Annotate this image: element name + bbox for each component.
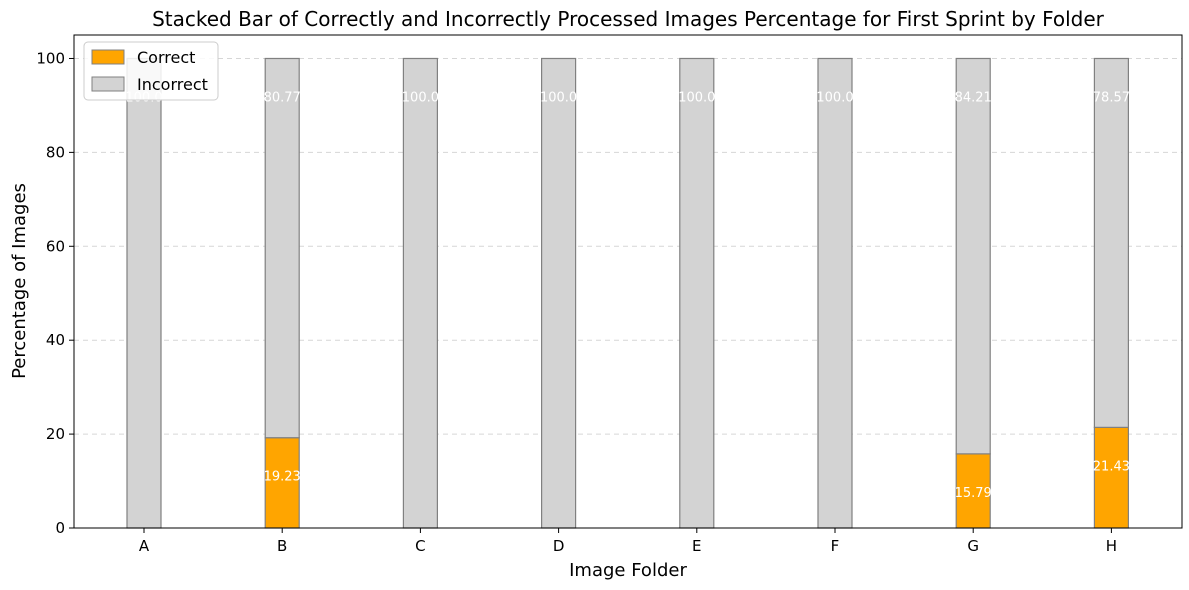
- y-axis-label: Percentage of Images: [9, 183, 30, 379]
- data-label-incorrect-e: 100.0: [678, 90, 715, 105]
- data-label-correct-g: 15.79: [955, 486, 992, 501]
- bar-incorrect-e: [679, 57, 715, 529]
- x-axis-ticks: A B C D E F G H: [139, 528, 1117, 555]
- y-tick-label: 80: [46, 143, 65, 161]
- bar-incorrect-g: [955, 57, 991, 455]
- x-tick-label: H: [1106, 537, 1117, 555]
- legend-label-correct: Correct: [137, 48, 195, 67]
- data-label-incorrect-f: 100.0: [816, 90, 853, 105]
- bar-correct-g: [955, 453, 991, 529]
- bars: [126, 57, 1130, 529]
- x-tick-label: F: [831, 537, 840, 555]
- bar-incorrect-d: [540, 57, 577, 529]
- x-tick-label: E: [692, 537, 701, 555]
- data-label-incorrect-d: 100.0: [540, 90, 577, 105]
- bar-incorrect-f: [817, 57, 853, 529]
- x-tick-label: G: [967, 537, 979, 555]
- data-label-incorrect-h: 78.57: [1093, 90, 1130, 105]
- bar-incorrect-h: [1093, 57, 1130, 428]
- x-axis-label: Image Folder: [569, 560, 687, 581]
- x-tick-label: D: [553, 537, 565, 555]
- x-tick-label: C: [415, 537, 425, 555]
- y-tick-label: 0: [55, 519, 65, 537]
- chart-title: Stacked Bar of Correctly and Incorrectly…: [152, 7, 1105, 31]
- y-axis-ticks: 0 20 40 60 80 100: [36, 49, 74, 537]
- legend-swatch-correct: [91, 49, 125, 65]
- bar-correct-h: [1093, 426, 1130, 529]
- y-tick-label: 40: [46, 331, 65, 349]
- data-label-correct-b: 19.23: [264, 470, 301, 485]
- legend: Correct Incorrect: [83, 41, 219, 101]
- plot-frame: [73, 34, 1183, 529]
- data-label-incorrect-b: 80.77: [264, 90, 301, 105]
- data-label-incorrect-c: 100.0: [402, 90, 439, 105]
- gridlines: [74, 57, 1182, 435]
- legend-label-incorrect: Incorrect: [137, 75, 208, 94]
- x-tick-label: A: [139, 537, 150, 555]
- legend-swatch-incorrect: [91, 76, 125, 92]
- y-tick-label: 20: [46, 425, 65, 443]
- x-tick-label: B: [277, 537, 287, 555]
- bar-correct-b: [264, 437, 300, 529]
- data-label-incorrect-g: 84.21: [955, 90, 992, 105]
- bar-incorrect-b: [264, 57, 300, 439]
- y-tick-label: 60: [46, 237, 65, 255]
- data-label-correct-h: 21.43: [1093, 459, 1130, 474]
- bar-incorrect-c: [402, 57, 438, 529]
- bar-incorrect-a: [126, 57, 162, 529]
- y-tick-label: 100: [36, 49, 65, 67]
